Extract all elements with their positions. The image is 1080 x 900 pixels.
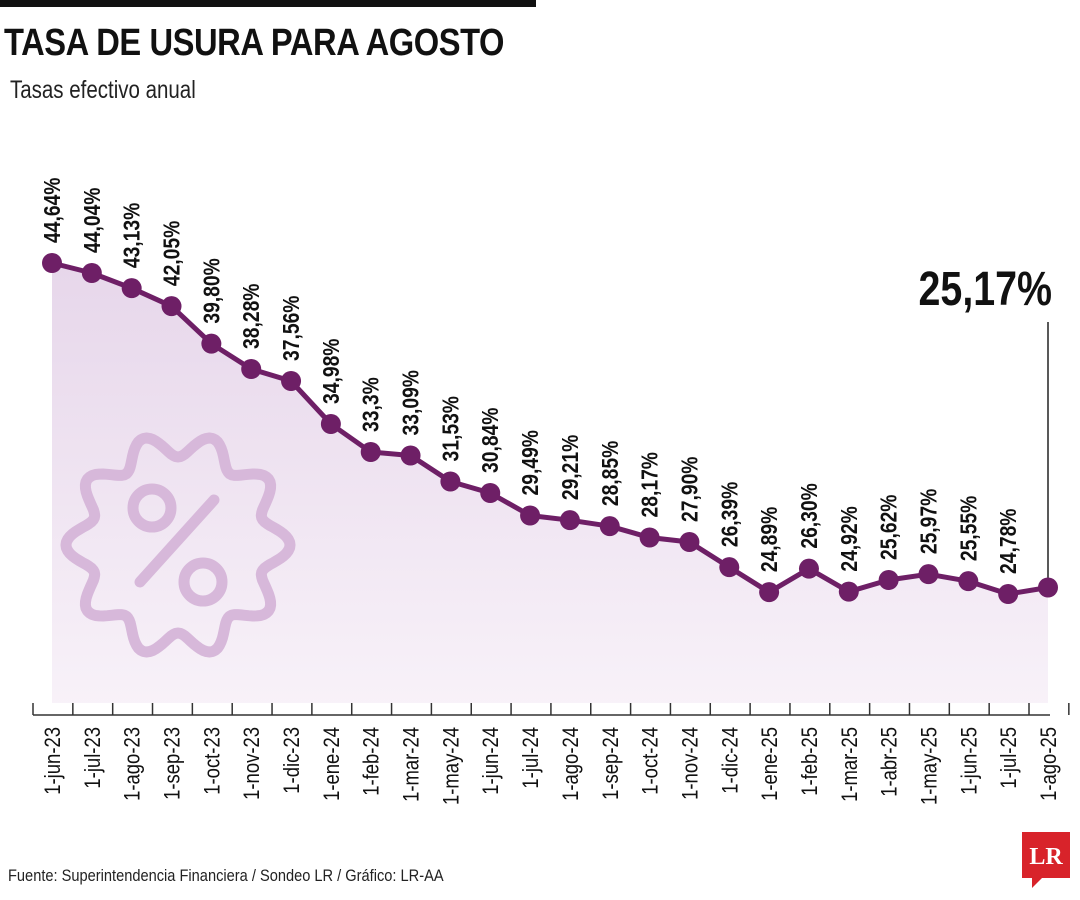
value-label-1-oct-23: 39,80% [200,258,225,324]
x-tick-label-1-may-25: 1-may-25 [918,727,942,805]
x-tick-label-1-dic-24: 1-dic-24 [719,727,743,794]
data-point-1-jul-24 [520,505,541,526]
value-label-1-may-24: 31,53% [439,396,464,462]
value-label-1-jul-24: 29,49% [519,430,544,496]
value-label-1-ene-25: 24,89% [758,507,783,573]
x-tick-label-1-oct-23: 1-oct-23 [201,727,225,795]
x-tick-label-1-jul-23: 1-jul-23 [81,727,105,789]
x-tick-label-1-jul-25: 1-jul-25 [998,727,1022,789]
value-label-1-feb-24: 33,3% [359,377,384,432]
data-point-1-may-24 [440,471,461,492]
value-label-1-mar-24: 33,09% [399,370,424,436]
value-label-1-jun-25: 25,55% [957,496,982,562]
lr-logo: LR [1022,832,1070,888]
value-label-1-dic-24: 26,39% [718,482,743,548]
data-point-1-abr-25 [878,570,899,590]
value-label-1-nov-24: 27,90% [678,456,703,522]
value-label-1-jul-23: 44,04% [80,187,105,253]
area-fill [52,263,1048,703]
value-label-1-sep-23: 42,05% [160,221,185,287]
data-point-1-feb-24 [360,442,381,462]
data-point-1-dic-23 [281,371,302,391]
data-point-1-ene-24 [320,414,341,434]
data-point-1-jul-25 [998,584,1019,604]
x-tick-label-1-nov-24: 1-nov-24 [679,727,703,800]
x-tick-label-1-ene-24: 1-ene-24 [320,727,344,801]
x-tick-label-1-oct-24: 1-oct-24 [639,727,663,795]
x-tick-label-1-may-24: 1-may-24 [440,727,464,805]
x-tick-label-1-jun-25: 1-jun-25 [958,727,982,795]
data-point-1-dic-24 [719,557,740,578]
chart-title: TASA DE USURA PARA AGOSTO [4,22,505,64]
value-label-1-ene-24: 34,98% [319,338,344,404]
value-label-1-may-25: 25,97% [917,489,942,555]
x-tick-label-1-nov-23: 1-nov-23 [241,727,265,800]
highlight-value-label: 25,17% [919,262,1052,316]
data-point-1-ago-23 [121,278,142,299]
data-point-1-mar-24 [400,445,421,466]
data-point-1-ene-25 [759,582,780,603]
x-tick-label-1-ene-25: 1-ene-25 [759,727,783,801]
data-point-1-sep-23 [161,296,182,317]
x-tick-label-1-ago-23: 1-ago-23 [121,727,145,801]
value-label-1-nov-23: 38,28% [240,283,265,349]
value-label-1-feb-25: 26,30% [797,483,822,549]
data-point-1-jun-23 [42,253,62,273]
value-label-1-ago-24: 29,21% [558,435,583,501]
x-tick-label-1-feb-25: 1-feb-25 [799,727,823,796]
x-tick-label-1-sep-23: 1-sep-23 [161,727,185,800]
x-tick-label-1-sep-24: 1-sep-24 [599,727,623,800]
discount-badge-icon [60,432,296,658]
data-point-1-nov-23 [241,359,262,379]
x-axis [32,703,1070,716]
x-tick-label-1-feb-24: 1-feb-24 [360,727,384,796]
data-point-1-sep-24 [599,516,620,537]
data-point-1-ago-24 [559,510,580,531]
value-label-1-ago-23: 43,13% [120,203,145,269]
value-label-1-jul-25: 24,78% [997,508,1022,574]
value-label-1-jun-24: 30,84% [479,407,504,473]
data-point-1-jul-23 [81,263,102,283]
x-tick-label-1-mar-25: 1-mar-25 [838,727,862,802]
data-point-1-ago-25 [1038,577,1058,598]
x-tick-label-1-ago-25: 1-ago-25 [1038,727,1062,801]
x-tick-label-1-mar-24: 1-mar-24 [400,727,424,802]
data-point-1-mar-25 [838,581,859,602]
data-point-1-may-25 [918,564,939,585]
value-label-1-abr-25: 25,62% [877,494,902,560]
data-point-1-jun-24 [480,483,501,503]
x-tick-label-1-jun-24: 1-jun-24 [480,727,504,795]
x-tick-label-1-ago-24: 1-ago-24 [560,727,584,801]
top-rule [0,0,536,7]
data-point-1-feb-25 [798,558,819,579]
x-tick-label-1-abr-25: 1-abr-25 [878,727,902,797]
data-point-1-nov-24 [679,532,700,552]
x-tick-label-1-dic-23: 1-dic-23 [281,727,305,794]
value-label-1-sep-24: 28,85% [598,441,623,507]
chart-subtitle: Tasas efectivo anual [10,76,196,104]
source-note: Fuente: Superintendencia Financiera / So… [8,866,444,885]
data-point-1-oct-23 [201,333,222,354]
lr-logo-text: LR [1029,844,1063,870]
value-label-1-mar-25: 24,92% [837,506,862,572]
x-tick-label-1-jun-23: 1-jun-23 [42,727,66,795]
value-label-1-jun-23: 44,64% [41,177,66,243]
value-label-1-dic-23: 37,56% [280,295,305,361]
data-point-1-jun-25 [958,571,979,592]
value-label-1-oct-24: 28,17% [638,452,663,518]
data-point-1-oct-24 [639,527,660,548]
x-tick-label-1-jul-24: 1-jul-24 [520,727,544,789]
